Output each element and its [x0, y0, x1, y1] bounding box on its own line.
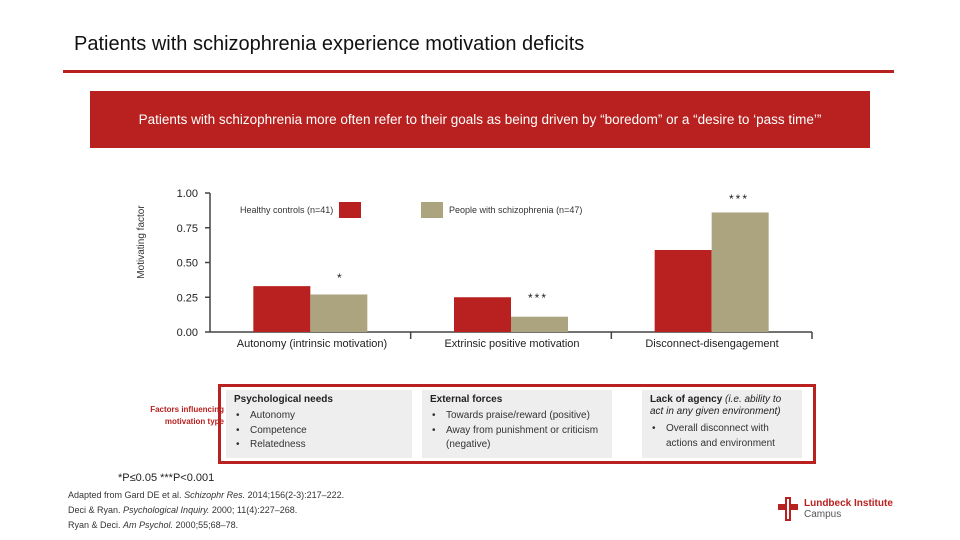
- reference-1: Adapted from Gard DE et al. Schizophr Re…: [68, 490, 345, 500]
- legend-patients-swatch: [421, 202, 443, 218]
- legend-patients: People with schizophrenia (n=47): [421, 202, 582, 218]
- list-item: Competence: [234, 424, 404, 439]
- bar-patients-3: [711, 212, 769, 332]
- legend-patients-label: People with schizophrenia (n=47): [449, 205, 583, 215]
- significance-footnote: *P≤0.05 ***P<0.001: [118, 472, 215, 484]
- factor-heading-bold: Lack of agency: [650, 394, 723, 405]
- factor-heading-italic: (i.e. ability to act in any given enviro…: [650, 394, 782, 417]
- lundbeck-logo: Lundbeck Institute Campus: [778, 497, 893, 521]
- factor-heading: Lack of agency (i.e. ability to act in a…: [650, 394, 794, 418]
- list-item: Overall disconnect with actions and envi…: [650, 422, 794, 451]
- legend-healthy-label: Healthy controls (n=41): [240, 205, 334, 215]
- factor-heading: External forces: [430, 394, 503, 405]
- significance-disconnect: ***: [729, 192, 750, 206]
- logo-line-1: Lundbeck Institute: [804, 498, 893, 509]
- category-label-autonomy: Autonomy (intrinsic motivation): [236, 338, 388, 350]
- y-tick-label: 0.25: [177, 292, 198, 304]
- category-label-disconnect: Disconnect-disengagement: [645, 338, 779, 350]
- y-tick-label: 0.00: [177, 327, 198, 339]
- legend-healthy-swatch: [339, 202, 362, 218]
- y-tick-label: 1.00: [177, 188, 198, 200]
- list-item: Away from punishment or criticism (negat…: [430, 424, 604, 453]
- title-divider: [63, 70, 894, 73]
- bar-patients-2: [511, 316, 568, 332]
- list-item: Autonomy: [234, 409, 404, 424]
- factors-bracket-right: [813, 384, 816, 464]
- factor-box-external-forces: External forces Towards praise/reward (p…: [422, 390, 612, 458]
- bar-healthy-2: [454, 297, 511, 332]
- references: Adapted from Gard DE et al. Schizophr Re…: [68, 488, 344, 533]
- legend-healthy: Healthy controls (n=41): [240, 202, 362, 218]
- lundbeck-logo-icon: [778, 497, 798, 521]
- bar-healthy-1: [253, 286, 311, 332]
- bar-chart: 0.00 0.25 0.50 0.75 1.00: [177, 188, 813, 339]
- reference-2: Deci & Ryan. Psychological Inquiry. 2000…: [68, 505, 298, 515]
- slide-title: Patients with schizophrenia experience m…: [74, 33, 585, 55]
- factor-heading: Psychological needs: [234, 394, 333, 405]
- bar-healthy-3: [654, 249, 712, 332]
- significance-extrinsic: ***: [528, 291, 549, 305]
- y-tick-label: 0.75: [177, 223, 198, 235]
- list-item: Towards praise/reward (positive): [430, 409, 604, 424]
- factor-box-psychological-needs: Psychological needs Autonomy Competence …: [226, 390, 412, 458]
- logo-line-2: Campus: [804, 509, 842, 520]
- factors-bracket: [218, 384, 816, 464]
- factor-box-lack-of-agency: Lack of agency (i.e. ability to act in a…: [642, 390, 802, 458]
- bar-patients-1: [310, 294, 368, 332]
- banner-text: Patients with schizophrenia more often r…: [138, 112, 822, 127]
- y-tick-label: 0.50: [177, 258, 198, 270]
- factors-label: Factors influencing motivation type: [150, 405, 224, 426]
- y-axis-label: Motivating factor: [136, 205, 147, 279]
- key-message-banner: Patients with schizophrenia more often r…: [90, 91, 870, 148]
- category-label-extrinsic: Extrinsic positive motivation: [444, 338, 580, 350]
- significance-autonomy: *: [337, 271, 344, 285]
- list-item: Relatedness: [234, 438, 404, 453]
- reference-3: Ryan & Deci. Am Psychol. 2000;55;68–78.: [68, 520, 239, 530]
